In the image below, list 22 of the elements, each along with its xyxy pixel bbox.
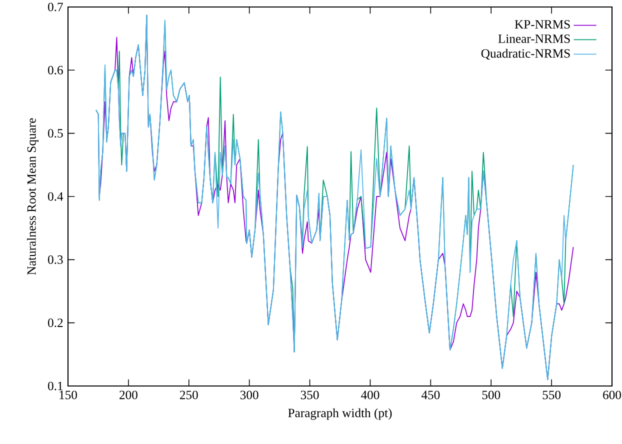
legend-label: Linear-NRMS bbox=[498, 34, 570, 43]
y-tick-label: 0.4 bbox=[48, 192, 64, 201]
y-tick-label: 0.5 bbox=[48, 129, 63, 138]
x-tick-label: 250 bbox=[180, 390, 198, 400]
legend-label: Quadratic-NRMS bbox=[481, 48, 570, 60]
x-tick-label: 200 bbox=[120, 390, 138, 400]
y-tick-label: 0.3 bbox=[48, 255, 63, 264]
y-axis-title: Naturalness Root Mean Square bbox=[26, 118, 38, 275]
x-tick-label: 450 bbox=[421, 390, 440, 400]
x-tick-label: 300 bbox=[240, 390, 258, 400]
x-axis-title: Paragraph width (pt) bbox=[288, 408, 392, 420]
y-tick-label: 0.2 bbox=[48, 318, 63, 328]
y-tick-label: 0.7 bbox=[48, 2, 63, 12]
x-tick-label: 350 bbox=[300, 390, 319, 400]
x-tick-label: 500 bbox=[482, 390, 500, 400]
x-tick-label: 150 bbox=[60, 390, 77, 400]
x-tick-label: 600 bbox=[603, 390, 621, 400]
legend-label: KP-NRMS bbox=[514, 20, 570, 29]
x-tick-label: 550 bbox=[542, 390, 561, 400]
x-tick-label: 400 bbox=[361, 390, 380, 400]
y-tick-label: 0.1 bbox=[48, 382, 63, 390]
y-tick-label: 0.6 bbox=[48, 66, 63, 74]
